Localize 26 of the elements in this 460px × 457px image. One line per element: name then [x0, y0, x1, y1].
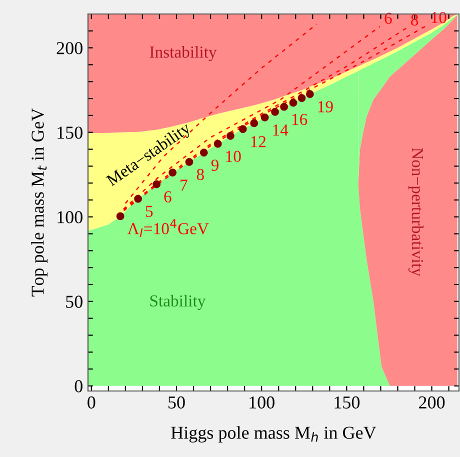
annotation: 12	[251, 136, 266, 148]
y-tick-label: 0	[74, 380, 82, 392]
y-tick-label: 50	[66, 296, 82, 308]
annotation: 8	[411, 14, 418, 26]
x-tick-label: 200	[419, 396, 445, 409]
y-tick-label: 200	[56, 42, 82, 54]
x-tick-label: 0	[88, 396, 96, 409]
annotation: 16	[292, 114, 308, 126]
annotation: 9	[211, 160, 218, 171]
annotation: Non−perturbativity	[408, 148, 424, 276]
y-axis-title: Top pole mass M$_{t}$ in GeV	[31, 108, 48, 297]
x-tick-label: 100	[250, 396, 274, 409]
annotation: 5	[146, 206, 153, 217]
annotation: 6	[164, 191, 172, 202]
y-tick-label: 150	[58, 126, 82, 139]
annotation: 8	[196, 168, 204, 180]
x-tick-label: 50	[168, 396, 185, 409]
annotation: Stability	[150, 294, 206, 310]
annotation: Λ$_{I}$=10$^{4}$GeV	[127, 219, 209, 237]
x-axis-title: Higgs pole mass M$_{h}$ in GeV	[171, 426, 376, 443]
annotation: 14	[273, 124, 288, 136]
y-tick-label: 100	[58, 211, 82, 224]
x-tick-label: 150	[334, 396, 360, 409]
annotation: 10	[226, 150, 241, 162]
annotation: 19	[318, 101, 333, 112]
annotation: Instability	[150, 46, 217, 62]
